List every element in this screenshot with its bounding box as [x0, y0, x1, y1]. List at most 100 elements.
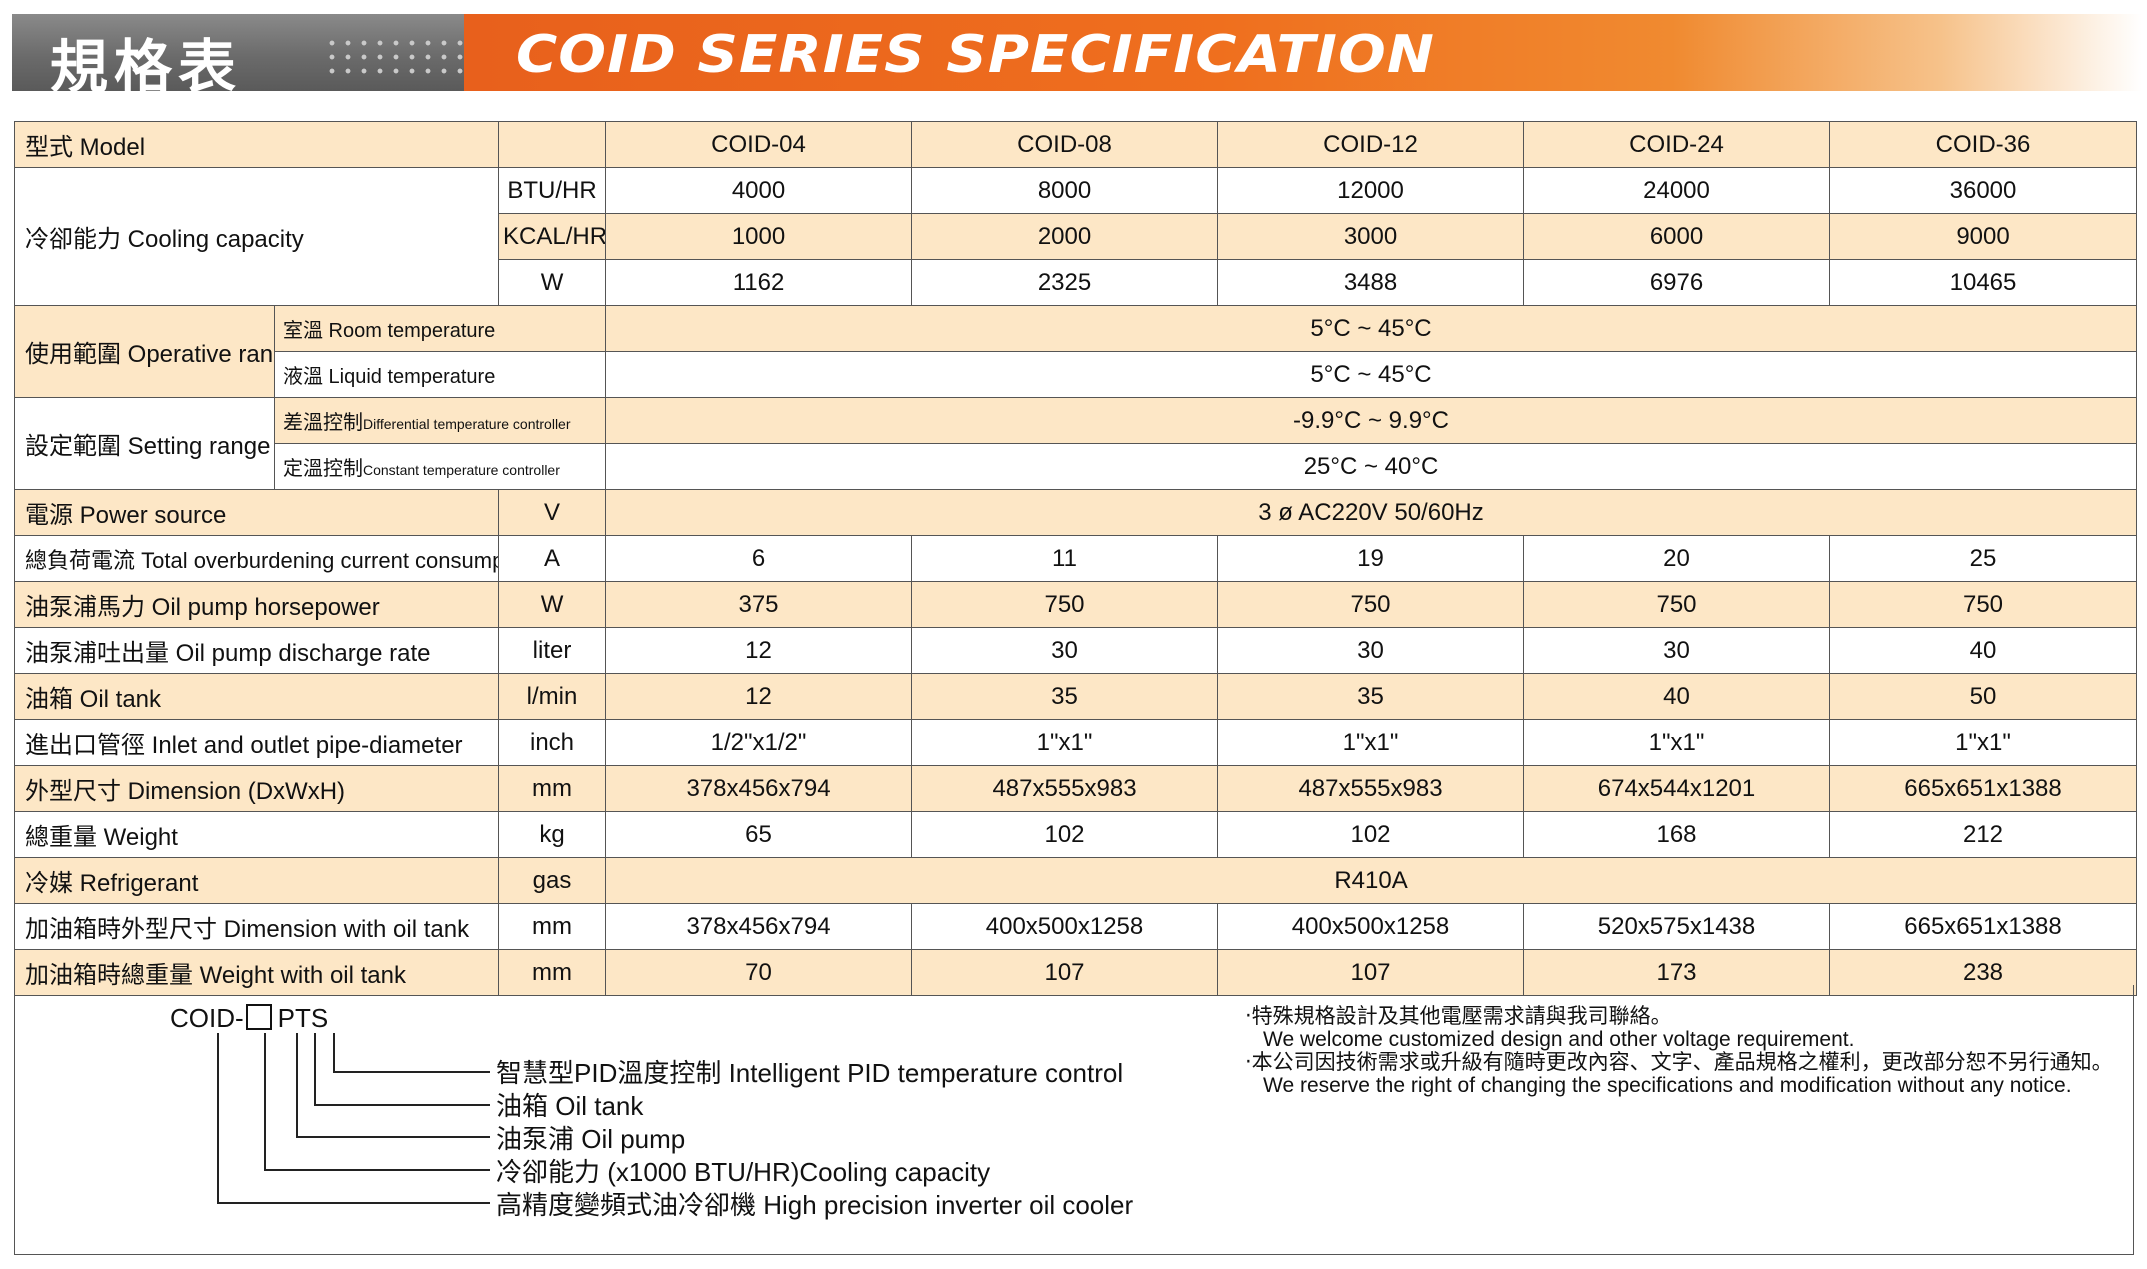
value-cell: 378x456x794	[605, 765, 913, 812]
unit-cell: mm	[498, 903, 607, 950]
value-cell: 30	[1523, 627, 1831, 674]
row-label-power: 電源 Power source	[13, 489, 500, 536]
value-cell: 378x456x794	[605, 903, 913, 950]
title-english: COID SERIES SPECIFICATION	[516, 25, 1435, 85]
table-row-room-temp: 使用範圍 Operative range 室溫 Room temperature…	[14, 305, 2138, 398]
note-line: ‧特殊規格設計及其他電壓需求請與我司聯絡。	[1245, 1005, 1672, 1028]
table-row-cooling-btu: 冷卻能力 Cooling capacity BTU/HR 4000 8000 1…	[13, 167, 2138, 306]
dot-pattern-decoration	[324, 36, 464, 80]
legend-item-capacity: 冷卻能力 (x1000 BTU/HR)Cooling capacity	[496, 1157, 991, 1187]
header-grey-block: 規格表	[12, 14, 464, 101]
value-cell: 750	[911, 581, 1219, 628]
value-cell: 6	[605, 535, 913, 582]
lower-frame	[14, 985, 2134, 1255]
row-label: 總負荷電流 Total overburdening current consum…	[13, 535, 500, 582]
model-header: COID-24	[1523, 121, 1831, 168]
unit-cell: W	[498, 259, 607, 306]
row-label: 進出口管徑 Inlet and outlet pipe-diameter	[13, 719, 500, 766]
value-cell: 40	[1523, 673, 1831, 720]
power-value: 3 ø AC220V 50/60Hz	[605, 489, 2138, 536]
title-chinese: 規格表	[50, 33, 243, 101]
value-cell: 12	[605, 627, 913, 674]
const-ctrl-en: Constant temperature controller	[363, 462, 560, 478]
value-cell: 212	[1829, 811, 2138, 858]
value-cell: 30	[1217, 627, 1525, 674]
value-cell: 1"x1"	[1217, 719, 1525, 766]
value-cell: 102	[1217, 811, 1525, 858]
legend-item-oil-tank: 油箱 Oil tank	[496, 1091, 644, 1121]
value-cell: 2000	[911, 213, 1219, 260]
table-row: 油箱 Oil tank l/min 12 35 35 40 50	[13, 673, 2138, 720]
row-label: 加油箱時總重量 Weight with oil tank	[13, 949, 500, 996]
connector-line	[264, 1033, 266, 1171]
note-line: ‧本公司因技術需求或升級有隨時更改內容、文字、產品規格之權利，更改部分恕不另行通…	[1245, 1051, 2113, 1074]
value-cell: 36000	[1829, 167, 2138, 214]
connector-line	[296, 1033, 298, 1138]
value-cell: 107	[911, 949, 1219, 996]
table-row-power: 電源 Power source V 3 ø AC220V 50/60Hz	[13, 489, 2138, 536]
unit-cell: KCAL/HR	[498, 213, 607, 260]
row-label: 油泵浦馬力 Oil pump horsepower	[13, 581, 500, 628]
table-row-refrigerant: 冷媒 Refrigerant gas R410A	[13, 857, 2138, 904]
value-cell: 750	[1217, 581, 1525, 628]
note-line: We welcome customized design and other v…	[1263, 1028, 1855, 1051]
unit-cell: l/min	[498, 673, 607, 720]
capacity-placeholder-box	[245, 1004, 272, 1030]
sub-label-liquid-temp: 液溫 Liquid temperature	[273, 351, 607, 398]
value-cell: 1"x1"	[911, 719, 1219, 766]
table-row: 加油箱時外型尺寸 Dimension with oil tank mm 378x…	[13, 903, 2138, 950]
value-cell: 11	[911, 535, 1219, 582]
value-cell: 520x575x1438	[1523, 903, 1831, 950]
value-cell: 35	[911, 673, 1219, 720]
value-cell: 3000	[1217, 213, 1525, 260]
model-code: COID- PTS	[170, 1003, 328, 1034]
model-header: COID-36	[1829, 121, 2138, 168]
value-cell: 12	[605, 673, 913, 720]
value-cell: 665x651x1388	[1829, 903, 2138, 950]
row-label-operative-range: 使用範圍 Operative range	[14, 305, 275, 398]
row-label-cooling-capacity: 冷卻能力 Cooling capacity	[13, 167, 500, 306]
value-cell: 6976	[1523, 259, 1831, 306]
sub-label-const-ctrl: 定溫控制Constant temperature controller	[273, 443, 607, 490]
table-row: 進出口管徑 Inlet and outlet pipe-diameter inc…	[13, 719, 2138, 766]
value-cell: 1000	[605, 213, 913, 260]
value-cell: 24000	[1523, 167, 1831, 214]
value-cell: 35	[1217, 673, 1525, 720]
value-cell: 6000	[1523, 213, 1831, 260]
value-cell: 1/2"x1/2"	[605, 719, 913, 766]
value-cell: 665x651x1388	[1829, 765, 2138, 812]
header-orange-block: COID SERIES SPECIFICATION	[464, 14, 2142, 91]
specification-table: 型式 Model COID-04 COID-08 COID-12 COID-24…	[13, 121, 2138, 996]
value-cell: 50	[1829, 673, 2138, 720]
value-cell: 65	[605, 811, 913, 858]
row-label: 油泵浦吐出量 Oil pump discharge rate	[13, 627, 500, 674]
row-label-setting-range: 設定範圍 Setting range	[14, 397, 275, 490]
row-label: 油箱 Oil tank	[13, 673, 500, 720]
value-cell: 2325	[911, 259, 1219, 306]
value-cell: 102	[911, 811, 1219, 858]
connector-line	[333, 1071, 490, 1073]
unit-cell: mm	[498, 765, 607, 812]
value-cell: 487x555x983	[911, 765, 1219, 812]
table-row: 總負荷電流 Total overburdening current consum…	[13, 535, 2138, 582]
value-cell: 750	[1829, 581, 2138, 628]
connector-line	[314, 1033, 316, 1106]
connector-line	[296, 1136, 490, 1138]
value-cell: 1"x1"	[1829, 719, 2138, 766]
legend-item-product: 高精度變頻式油冷卻機 High precision inverter oil c…	[496, 1190, 1134, 1220]
value-cell: 25	[1829, 535, 2138, 582]
room-temp-value: 5°C ~ 45°C	[605, 305, 2138, 352]
sub-label-room-temp: 室溫 Room temperature	[273, 305, 607, 352]
header-banner: 規格表 COID SERIES SPECIFICATION	[12, 14, 2142, 101]
legend-item-pid: 智慧型PID溫度控制 Intelligent PID temperature c…	[496, 1058, 1124, 1088]
value-cell: 750	[1523, 581, 1831, 628]
connector-line	[217, 1033, 219, 1204]
value-cell: 1"x1"	[1523, 719, 1831, 766]
unit-cell: inch	[498, 719, 607, 766]
refrigerant-value: R410A	[605, 857, 2138, 904]
table-row: 總重量 Weight kg 65 102 102 168 212	[13, 811, 2138, 858]
connector-line	[264, 1169, 490, 1171]
model-code-prefix: COID-	[170, 1003, 244, 1033]
table-row-model: 型式 Model COID-04 COID-08 COID-12 COID-24…	[13, 121, 2138, 168]
connector-line	[217, 1202, 490, 1204]
